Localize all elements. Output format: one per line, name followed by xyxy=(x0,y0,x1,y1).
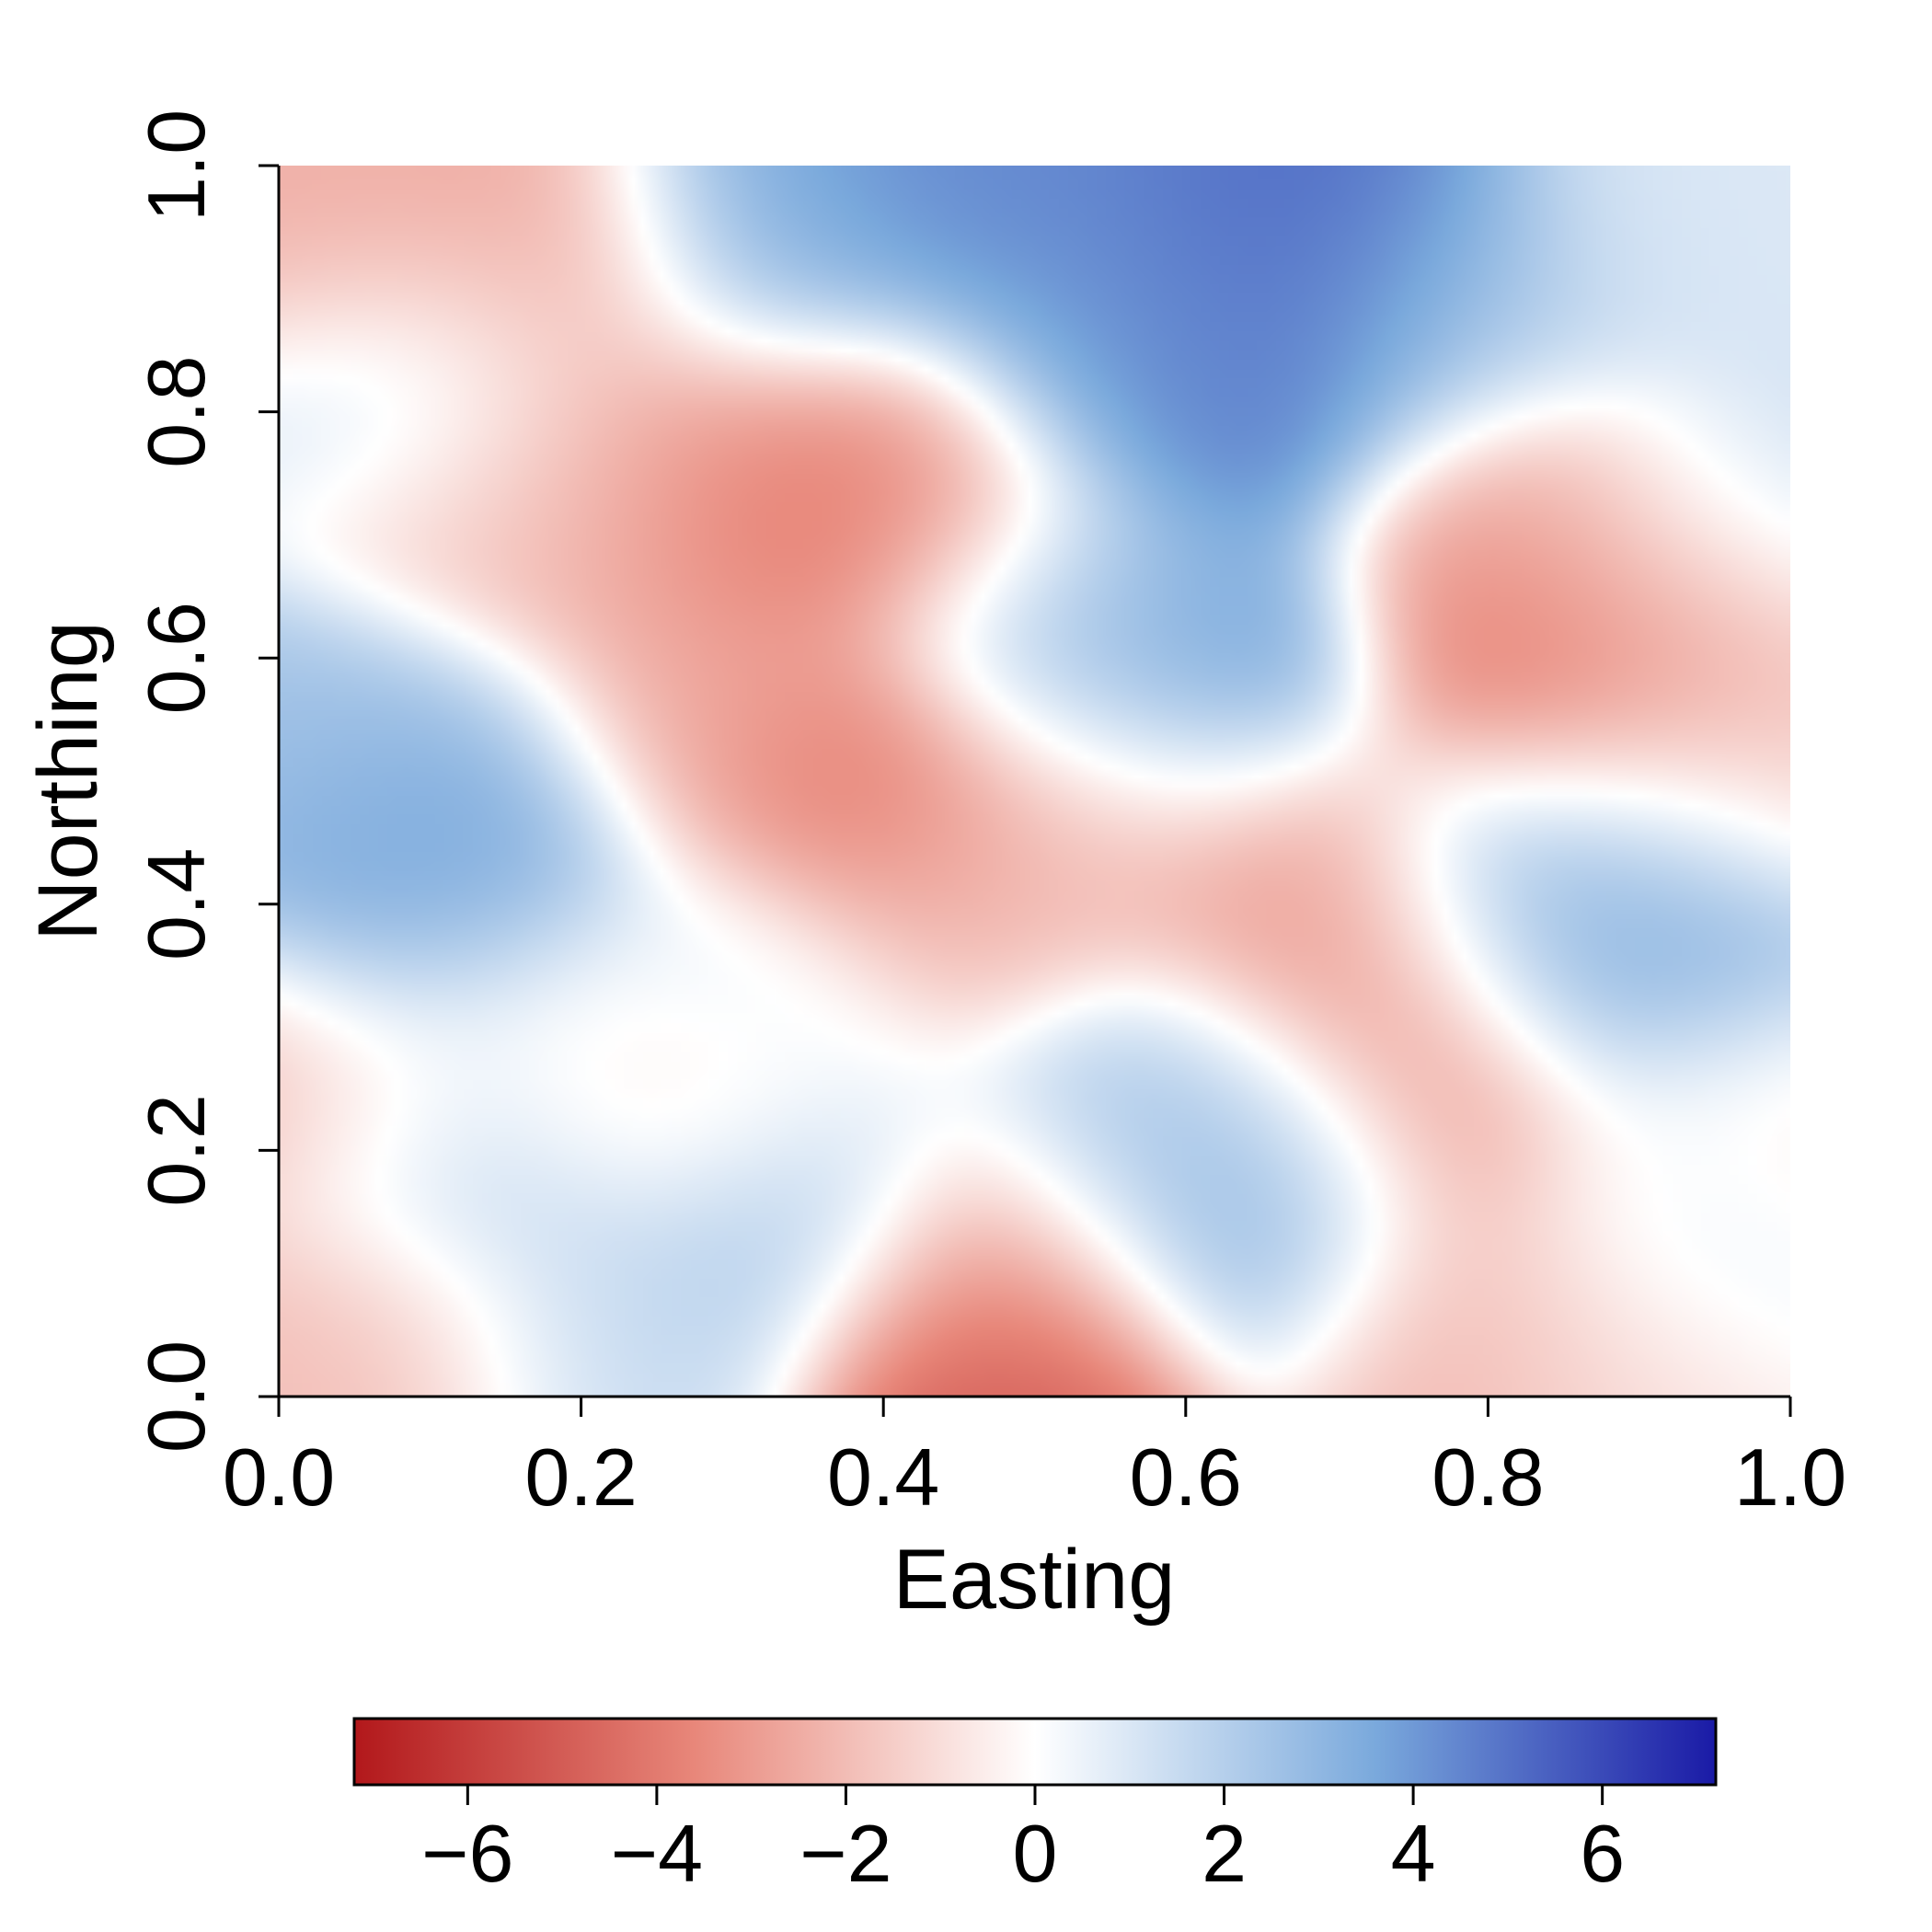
x-tick-label: 0.8 xyxy=(1432,1432,1544,1523)
colorbar-tick-label: 6 xyxy=(1580,1808,1625,1899)
x-axis: 0.0 0.2 0.4 0.6 0.8 1.0 xyxy=(223,1395,1846,1523)
colorbar-tick-label: −6 xyxy=(421,1808,513,1899)
y-tick-label: 0.4 xyxy=(131,848,222,960)
y-axis: 0.0 0.2 0.4 0.6 0.8 1.0 xyxy=(131,109,281,1453)
x-tick-label: 0.4 xyxy=(827,1432,939,1523)
y-tick-label: 0.0 xyxy=(131,1340,222,1453)
x-tick-label: 1.0 xyxy=(1734,1432,1846,1523)
colorbar-tick-label: 0 xyxy=(1013,1808,1058,1899)
x-tick-label: 0.0 xyxy=(223,1432,335,1523)
colorbar-ticks: −6 −4 −2 0 2 4 6 xyxy=(421,1785,1625,1899)
colorbar-tick-label: 4 xyxy=(1391,1808,1436,1899)
x-tick-label: 0.2 xyxy=(524,1432,637,1523)
heatmap-field xyxy=(279,166,1790,1397)
y-tick-label: 1.0 xyxy=(131,109,222,222)
x-tick-label: 0.6 xyxy=(1130,1432,1242,1523)
colorbar-tick-label: 2 xyxy=(1202,1808,1247,1899)
y-axis-title: Northing xyxy=(21,621,115,941)
y-tick-label: 0.2 xyxy=(131,1094,222,1206)
x-axis-title: Easting xyxy=(893,1533,1176,1627)
colorbar-tick-label: −2 xyxy=(799,1808,891,1899)
y-tick-label: 0.8 xyxy=(131,355,222,467)
colorbar-tick-label: −4 xyxy=(611,1808,703,1899)
y-tick-label: 0.6 xyxy=(131,602,222,714)
colorbar xyxy=(352,1717,1718,1787)
